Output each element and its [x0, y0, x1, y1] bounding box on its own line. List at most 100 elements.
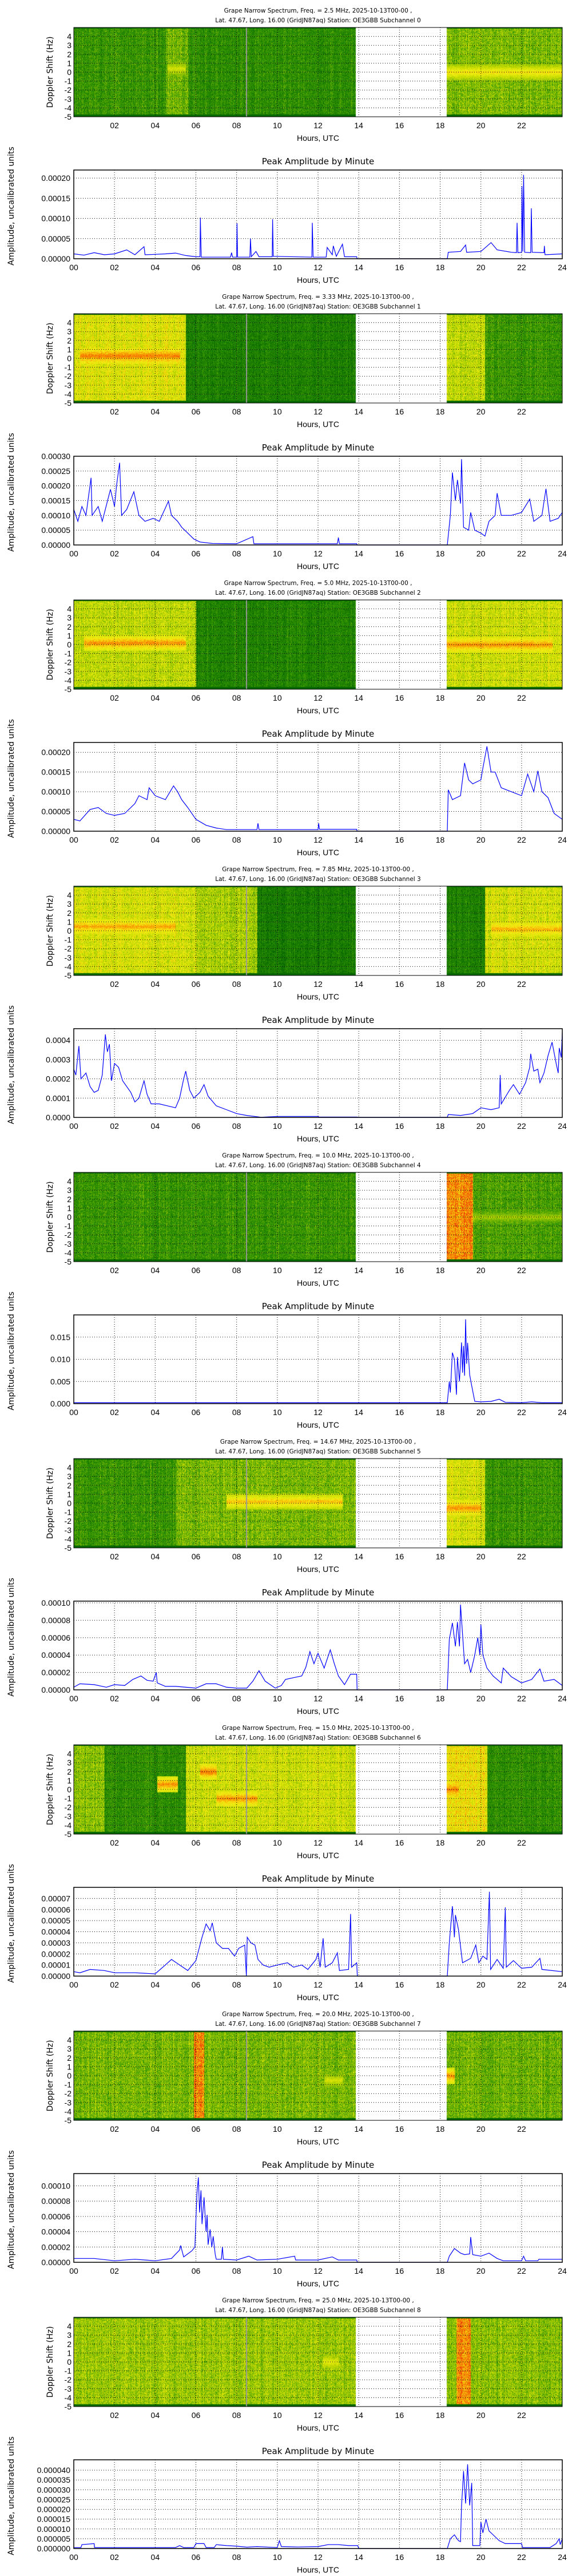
y-axis-label: Amplitude, uncalibrated units	[7, 1291, 16, 1411]
x-tick-label: 00	[69, 2266, 78, 2275]
x-tick-label: 10	[273, 121, 282, 130]
line-chart-svg: Peak Amplitude by Minute 0.00000 0.00005 0.…	[7, 433, 567, 571]
x-tick-label: 02	[110, 2411, 119, 2420]
x-tick-label: 08	[232, 407, 241, 416]
x-tick-label: 18	[436, 1408, 445, 1417]
x-tick-label: 24	[558, 2553, 567, 2562]
y-tick-label: 0	[67, 1499, 72, 1508]
x-axis-label: Hours, UTC	[297, 1706, 339, 1716]
x-tick-label: 20	[476, 835, 486, 844]
y-axis-label: Amplitude, uncalibrated units	[7, 2150, 16, 2269]
y-tick-label: -1	[65, 1508, 72, 1517]
y-tick-label: -2	[65, 1803, 72, 1812]
y-tick-label: 0.00006	[41, 1633, 70, 1642]
x-tick-label: 06	[192, 835, 201, 844]
y-tick-label: -3	[65, 953, 72, 962]
plot-frame	[73, 313, 563, 404]
y-tick-label: -5	[65, 1830, 72, 1839]
x-tick-label: 20	[476, 549, 486, 558]
y-axis-label: Doppler Shift (Hz)	[46, 1468, 55, 1539]
y-tick-label: -2	[65, 1516, 72, 1526]
spectrogram-title-line: Lat. 47.67, Long. 16.00 (GridJN87aq) Sta…	[215, 2021, 421, 2028]
x-tick-label: 06	[192, 1552, 201, 1561]
x-tick-label: 14	[354, 2411, 363, 2420]
spectrogram-title-line: Grape Narrow Spectrum, Freq. = 7.85 MHz,…	[222, 866, 414, 873]
spectrogram-title-line: Grape Narrow Spectrum, Freq. = 25.0 MHz,…	[222, 2297, 414, 2304]
x-tick-label: 20	[476, 1408, 486, 1417]
x-tick-label: 10	[273, 1694, 282, 1703]
x-tick-label: 02	[110, 979, 119, 989]
y-tick-label: -5	[65, 685, 72, 694]
spectrogram-title-line: Grape Narrow Spectrum, Freq. = 3.33 MHz,…	[222, 294, 414, 301]
y-axis-label: Amplitude, uncalibrated units	[7, 1005, 16, 1124]
x-tick-label: 02	[110, 549, 119, 558]
y-tick-label: 0.00000	[41, 254, 70, 263]
y-tick-label: 0.0004	[46, 1036, 70, 1045]
x-tick-label: 22	[517, 2553, 526, 2562]
x-tick-label: 12	[313, 1552, 323, 1561]
x-axis-label: Hours, UTC	[297, 562, 339, 571]
x-tick-label: 18	[436, 1266, 445, 1275]
x-tick-label: 02	[110, 1980, 119, 1989]
y-tick-label: 3	[67, 2330, 72, 2340]
chart-title: Peak Amplitude by Minute	[262, 1301, 374, 1311]
x-tick-label: 18	[436, 693, 445, 702]
spectrogram-image	[74, 314, 562, 403]
x-tick-label: 10	[273, 979, 282, 989]
x-tick-label: 14	[354, 407, 363, 416]
spectrogram-axes: Grape Narrow Spectrum, Freq. = 7.85 MHz,…	[46, 866, 563, 1001]
x-tick-label: 22	[517, 1838, 526, 1847]
y-tick-label: -3	[65, 94, 72, 104]
spectrogram-image	[74, 1172, 562, 1262]
y-axis-label: Doppler Shift (Hz)	[46, 1182, 55, 1253]
x-tick-label: 20	[476, 121, 486, 130]
y-tick-label: 0.00006	[41, 2212, 70, 2221]
y-tick-label: 0	[67, 1785, 72, 1794]
y-tick-label: -2	[65, 372, 72, 381]
spectrogram-title-line: Lat. 47.67, Long. 16.00 (GridJN87aq) Sta…	[215, 1162, 421, 1169]
plot-frame	[73, 169, 563, 259]
y-tick-label: 0.000035	[37, 2475, 71, 2484]
y-tick-label: 4	[67, 1177, 72, 1186]
chart-title: Peak Amplitude by Minute	[262, 2160, 374, 2170]
plot-frame	[73, 2173, 563, 2263]
x-axis-label: Hours, UTC	[297, 2565, 339, 2574]
x-tick-label: 04	[151, 2553, 160, 2562]
y-tick-label: 0.000040	[37, 2466, 71, 2475]
x-axis-label: Hours, UTC	[297, 992, 339, 1001]
x-axis-label: Hours, UTC	[297, 848, 339, 857]
x-tick-label: 18	[436, 1694, 445, 1703]
x-tick-label: 00	[69, 835, 78, 844]
y-axis-label: Amplitude, uncalibrated units	[7, 1578, 16, 1697]
y-tick-label: 0.00010	[41, 214, 70, 223]
y-tick-label: 1	[67, 1203, 72, 1212]
y-tick-label: 0.00000	[41, 1685, 70, 1694]
x-tick-label: 12	[313, 2124, 323, 2134]
spectrogram-title-line: Grape Narrow Spectrum, Freq. = 5.0 MHz, …	[224, 580, 412, 587]
x-tick-label: 06	[192, 2553, 201, 2562]
y-axis-label: Doppler Shift (Hz)	[46, 37, 55, 108]
x-tick-label: 10	[273, 407, 282, 416]
x-tick-label: 18	[436, 549, 445, 558]
y-tick-label: 3	[67, 899, 72, 908]
y-tick-label: 0.000000	[37, 2544, 71, 2553]
x-tick-label: 20	[476, 1838, 486, 1847]
x-tick-label: 12	[313, 1838, 323, 1847]
x-tick-label: 16	[395, 2553, 404, 2562]
x-tick-label: 14	[354, 1121, 363, 1131]
x-tick-label: 04	[151, 2124, 160, 2134]
y-tick-label: 0.00000	[41, 827, 70, 836]
x-tick-label: 06	[192, 1980, 201, 1989]
x-tick-label: 20	[476, 263, 486, 272]
peak-amplitude-chart: Peak Amplitude by Minute 0.00000 0.00001 0.…	[0, 1860, 572, 2004]
y-tick-label: -4	[65, 2107, 72, 2116]
y-tick-label: 2	[67, 1481, 72, 1490]
x-tick-label: 18	[436, 2553, 445, 2562]
amplitude-series-line	[73, 1891, 563, 1977]
spectrogram-title-line: Grape Narrow Spectrum, Freq. = 20.0 MHz,…	[222, 2011, 414, 2018]
amplitude-series-line	[73, 1032, 563, 1118]
y-tick-label: -1	[65, 363, 72, 372]
y-tick-label: 0.00030	[41, 452, 70, 461]
y-tick-label: 0.00010	[41, 787, 70, 796]
y-tick-label: -4	[65, 389, 72, 398]
